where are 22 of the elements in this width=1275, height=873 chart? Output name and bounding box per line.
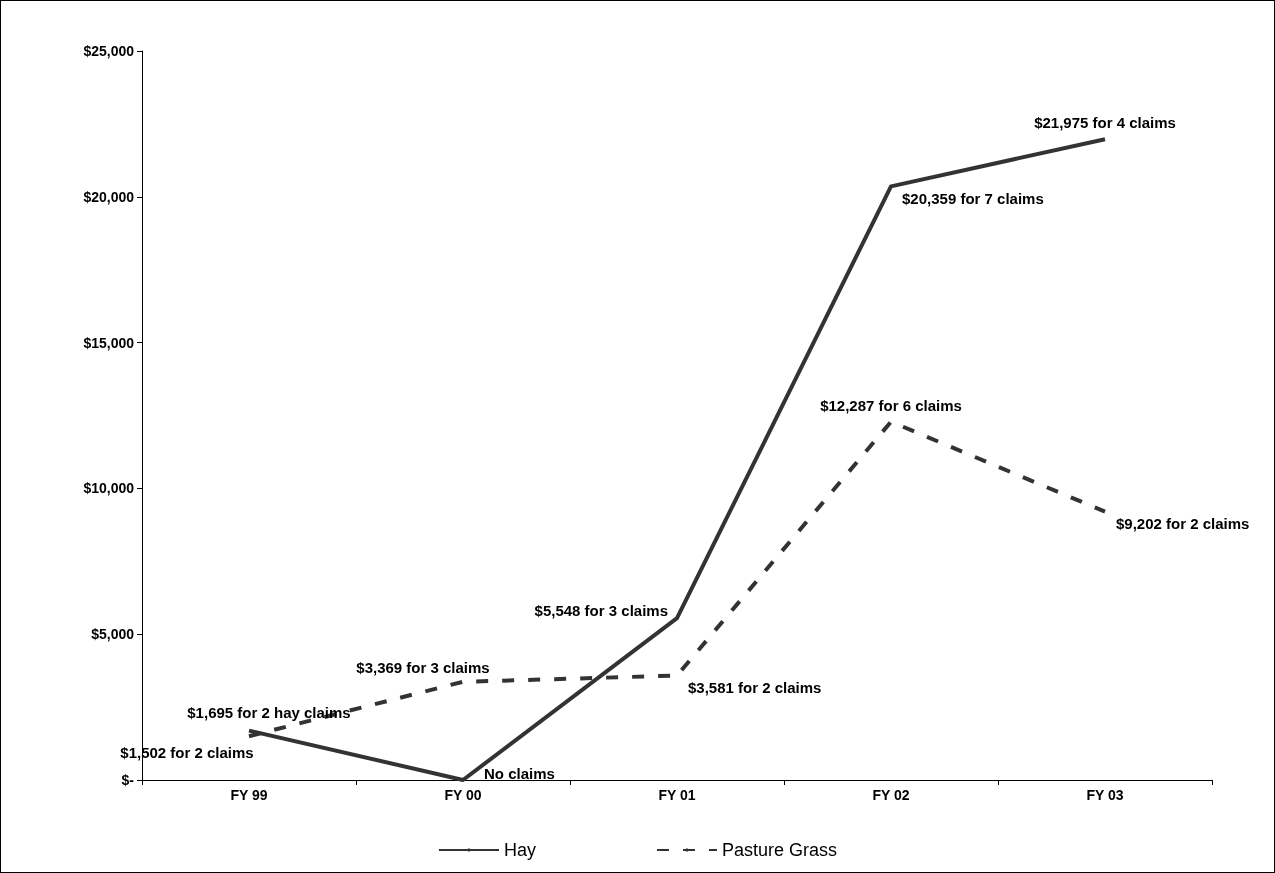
y-tick-label: $10,000 [83, 480, 135, 497]
x-tick-label: FY 00 [444, 787, 482, 803]
x-tick-label: FY 03 [1086, 787, 1124, 803]
legend-label: Pasture Grass [721, 840, 838, 860]
data-label: $12,287 for 6 claims [820, 396, 962, 414]
data-label: $9,202 for 2 claims [1116, 515, 1250, 533]
y-tick-label: $15,000 [83, 334, 135, 351]
data-label: $3,369 for 3 claims [356, 658, 490, 676]
y-tick-label: $5,000 [91, 626, 135, 643]
data-label: No claims [484, 764, 555, 782]
data-label: $20,359 for 7 claims [902, 189, 1044, 207]
x-tick-label: FY 99 [230, 787, 268, 803]
data-label: $21,975 for 4 claims [1034, 114, 1176, 132]
y-tick-label: $25,000 [83, 43, 135, 59]
data-label: $3,581 for 2 claims [688, 679, 822, 697]
legend-label: Hay [503, 840, 536, 860]
x-tick-label: FY 01 [658, 787, 696, 803]
y-tick-label: $- [121, 772, 135, 788]
data-label: $5,548 for 3 claims [534, 601, 668, 619]
x-tick-label: FY 02 [872, 787, 910, 803]
data-label: $1,695 for 2 hay claims [187, 703, 351, 721]
y-tick-label: $20,000 [83, 188, 135, 205]
